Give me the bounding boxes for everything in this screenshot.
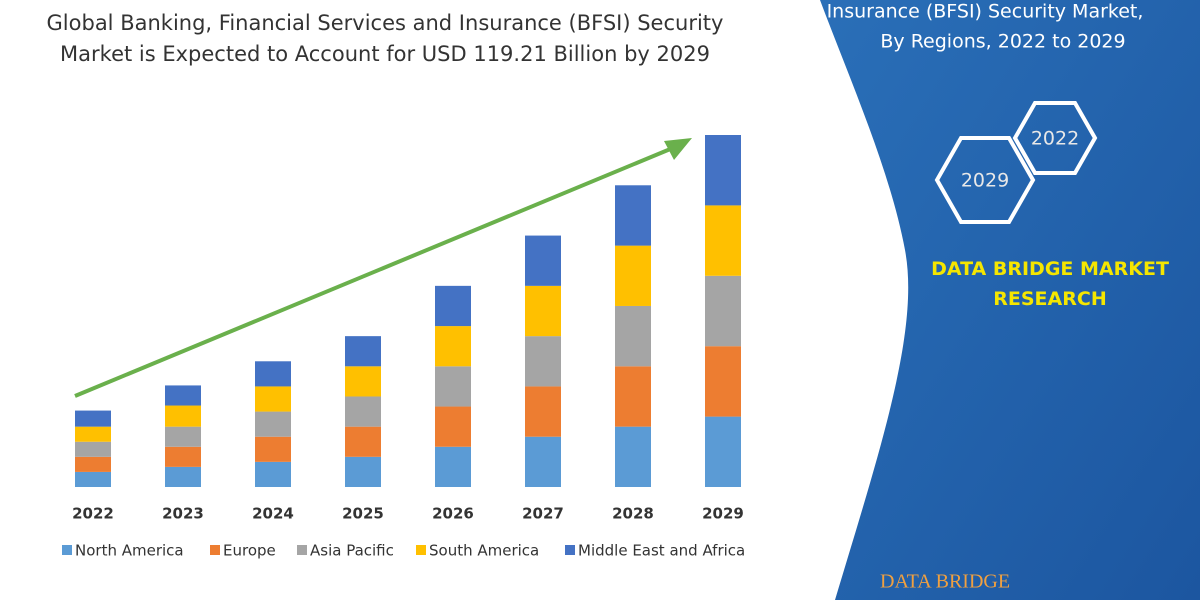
bar-segment	[615, 185, 651, 246]
bar-segment	[255, 411, 291, 437]
bar-segment	[255, 436, 291, 462]
bar-segment	[705, 205, 741, 276]
logo-text: DATA BRIDGE	[880, 571, 1010, 593]
bar-segment	[435, 326, 471, 367]
bar-segment	[165, 385, 201, 406]
bar-segment	[525, 285, 561, 337]
bar-segment	[345, 366, 381, 397]
legend-label: Europe	[223, 542, 276, 560]
bar-segment	[525, 336, 561, 387]
bar-segment	[75, 410, 111, 427]
bar-segment	[165, 405, 201, 427]
panel-heading: Insurance (BFSI) Security Market,	[827, 1, 1144, 23]
x-tick-label: 2023	[162, 505, 204, 523]
bar-segment	[615, 366, 651, 427]
bar-segment	[255, 361, 291, 387]
bar-segment	[75, 471, 111, 487]
bar-segment	[345, 426, 381, 457]
brand: DATA BRIDGE MARKET RESEARCH	[931, 258, 1169, 310]
bar-segment	[705, 346, 741, 417]
x-tick-label: 2028	[612, 505, 654, 523]
x-tick-label: 2029	[702, 505, 744, 523]
x-tick-label: 2024	[252, 505, 294, 523]
legend-label: North America	[75, 542, 184, 560]
hexagon-label: 2029	[961, 170, 1009, 192]
legend-label: South America	[429, 542, 539, 560]
bar-segment	[525, 436, 561, 487]
bar-segment	[615, 245, 651, 306]
bar-segment	[75, 426, 111, 442]
legend-swatch	[416, 545, 426, 555]
panel-heading: By Regions, 2022 to 2029	[880, 31, 1125, 53]
legend-swatch	[565, 545, 575, 555]
bar-segment	[165, 446, 201, 467]
bar-segment	[255, 386, 291, 412]
bar-segment	[615, 305, 651, 367]
bar-segment	[255, 461, 291, 487]
bar-segment	[615, 426, 651, 487]
hexagon	[1012, 101, 1098, 175]
bar-segment	[165, 466, 201, 487]
bar-segment	[435, 406, 471, 447]
bar-segment	[345, 336, 381, 367]
x-tick-label: 2026	[432, 505, 474, 523]
bar-segment	[705, 275, 741, 347]
bar-segment	[705, 135, 741, 206]
hexagon	[934, 136, 1036, 224]
legend-label: Middle East and Africa	[578, 542, 745, 560]
trend-arrow	[74, 143, 681, 398]
bar-segment	[705, 416, 741, 487]
bar-segment	[165, 426, 201, 447]
arrow-head	[664, 138, 692, 160]
bar-segment	[435, 446, 471, 487]
bar-segment	[525, 235, 561, 286]
bar-segment	[345, 456, 381, 487]
legend-swatch	[297, 545, 307, 555]
x-tick-label: 2027	[522, 505, 564, 523]
legend-swatch	[210, 545, 220, 555]
legend-swatch	[62, 545, 72, 555]
bar-segment	[435, 285, 471, 327]
x-tick-label: 2022	[72, 505, 114, 523]
bar-segment	[75, 441, 111, 457]
bar-segment	[75, 456, 111, 472]
legend-label: Asia Pacific	[310, 542, 394, 560]
bar-segment	[435, 366, 471, 407]
bar-segment	[525, 386, 561, 437]
hexagon-label: 2022	[1031, 128, 1079, 150]
x-tick-label: 2025	[342, 505, 384, 523]
side-panel-bg	[820, 0, 1200, 600]
bar-segment	[345, 396, 381, 427]
chart-title: Global Banking, Financial Services and I…	[46, 11, 724, 66]
